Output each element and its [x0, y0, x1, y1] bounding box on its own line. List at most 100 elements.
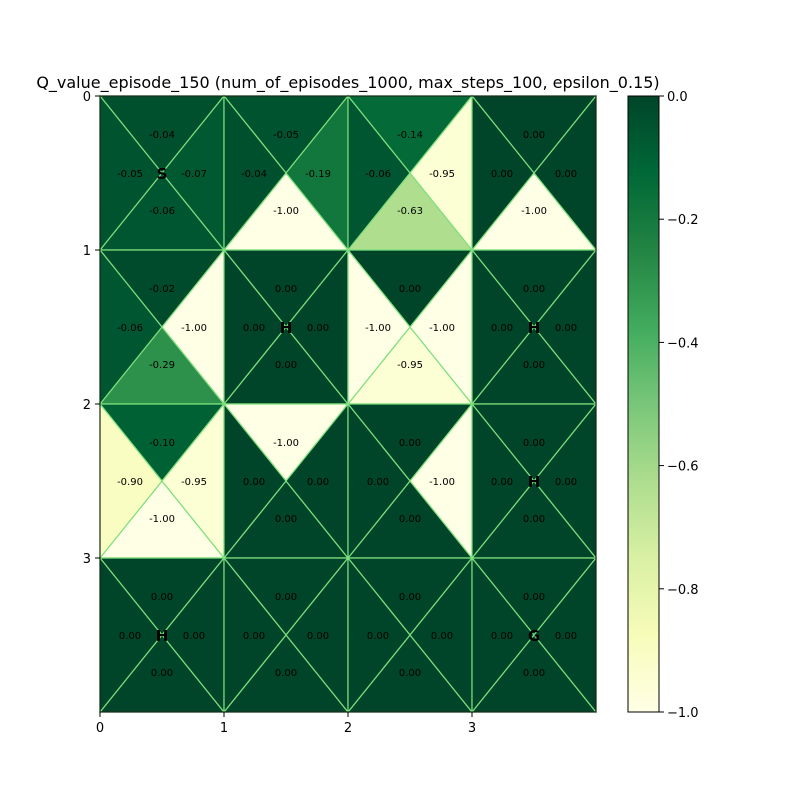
q-value-up-label: 0.00 [523, 592, 545, 603]
q-triangle-left [223, 94, 287, 252]
q-value-right-label: 0.00 [183, 631, 205, 642]
q-value-up-label: 0.00 [275, 284, 297, 295]
q-value-heatmap: -0.04 -0.06 -0.05 -0.07 S -0.05 -1.00 -0.04 -0.1… [98, 94, 598, 714]
colorbar-tick-label: −0.2 [667, 213, 699, 228]
q-value-up-label: -0.14 [397, 130, 423, 141]
q-triangle-left [471, 556, 535, 714]
colorbar-tick-label: −0.6 [667, 460, 699, 475]
q-value-left-label: -0.04 [241, 169, 267, 180]
q-value-down-label: 0.00 [399, 668, 421, 679]
q-triangle-left [223, 248, 287, 406]
grid-cell-r3-c3: 0.00 0.00 0.00 0.00 G [470, 556, 598, 714]
y-tick-label: 2 [83, 398, 91, 413]
grid-cell-r0-c1: -0.05 -1.00 -0.04 -0.19 [222, 94, 350, 252]
q-value-right-label: 0.00 [307, 631, 329, 642]
q-value-right-label: 0.00 [555, 477, 577, 488]
grid-cell-r1-c3: 0.00 0.00 0.00 0.00 H [470, 248, 598, 406]
grid-cell-r3-c0: 0.00 0.00 0.00 0.00 H [98, 556, 226, 714]
q-value-right-label: 0.00 [555, 631, 577, 642]
q-value-left-label: 0.00 [243, 477, 265, 488]
colorbar: 0.0 −0.2 −0.4 −0.6 −0.8 −1.0 [627, 90, 699, 721]
cell-marker-label: H [156, 627, 169, 645]
chart-title: Q_value_episode_150 (num_of_episodes_100… [36, 73, 659, 93]
q-value-left-label: 0.00 [491, 631, 513, 642]
x-tick-label: 2 [344, 721, 352, 736]
grid-cell-r2-c3: 0.00 0.00 0.00 0.00 H [470, 402, 598, 560]
cell-marker-label: S [157, 165, 168, 183]
grid-cell-r2-c2: 0.00 0.00 0.00 -1.00 [346, 402, 474, 560]
q-value-right-label: 0.00 [431, 631, 453, 642]
x-tick-label: 1 [220, 721, 228, 736]
q-triangle-left [471, 248, 535, 406]
q-value-right-label: -0.19 [305, 169, 331, 180]
q-value-down-label: -1.00 [521, 206, 547, 217]
cell-marker-label: H [528, 473, 541, 491]
q-value-right-label: 0.00 [307, 477, 329, 488]
q-value-down-label: 0.00 [275, 668, 297, 679]
y-tick-label: 1 [83, 244, 91, 259]
colorbar-scale [627, 95, 660, 713]
q-value-down-label: -1.00 [273, 206, 299, 217]
x-axis: 0 1 2 3 [96, 712, 476, 736]
y-axis: 0 1 2 3 [83, 90, 100, 567]
q-value-right-label: 0.00 [555, 323, 577, 334]
q-triangle-left [347, 402, 411, 560]
q-value-right-label: 0.00 [555, 169, 577, 180]
q-value-left-label: -0.90 [117, 477, 143, 488]
q-triangle-left [223, 556, 287, 714]
q-value-down-label: 0.00 [523, 514, 545, 525]
q-triangle-left [347, 248, 411, 406]
q-value-up-label: 0.00 [275, 592, 297, 603]
cell-marker-label: G [528, 627, 540, 645]
grid-cell-r2-c0: -0.10 -1.00 -0.90 -0.95 [98, 402, 226, 560]
q-value-up-label: 0.00 [399, 284, 421, 295]
q-value-left-label: -1.00 [365, 323, 391, 334]
q-value-up-label: 0.00 [523, 438, 545, 449]
q-value-right-label: 0.00 [307, 323, 329, 334]
q-value-down-label: -0.95 [397, 360, 423, 371]
q-value-left-label: 0.00 [367, 631, 389, 642]
colorbar-tick-label: −0.4 [667, 336, 699, 351]
q-value-up-label: -0.02 [149, 284, 175, 295]
q-value-down-label: 0.00 [275, 514, 297, 525]
q-value-left-label: 0.00 [119, 631, 141, 642]
q-value-up-label: -0.05 [273, 130, 299, 141]
q-value-up-label: 0.00 [523, 284, 545, 295]
q-value-left-label: -0.05 [117, 169, 143, 180]
y-tick-label: 0 [83, 90, 91, 105]
q-value-right-label: -0.95 [181, 477, 207, 488]
grid-cell-r0-c2: -0.14 -0.63 -0.06 -0.95 [346, 94, 474, 252]
q-value-up-label: 0.00 [399, 592, 421, 603]
q-value-down-label: -1.00 [149, 514, 175, 525]
q-value-down-label: 0.00 [523, 360, 545, 371]
q-value-right-label: -1.00 [181, 323, 207, 334]
q-value-down-label: -0.63 [397, 206, 423, 217]
grid-cell-r3-c1: 0.00 0.00 0.00 0.00 [222, 556, 350, 714]
cell-marker-label: H [528, 319, 541, 337]
grid-cell-r1-c0: -0.02 -0.29 -0.06 -1.00 [98, 248, 226, 406]
grid-cell-r0-c3: 0.00 -1.00 0.00 0.00 [470, 94, 598, 252]
q-value-up-label: -0.04 [149, 130, 175, 141]
q-value-right-label: -0.95 [429, 169, 455, 180]
q-value-down-label: 0.00 [275, 360, 297, 371]
q-triangle-left [347, 556, 411, 714]
q-value-right-label: -0.07 [181, 169, 207, 180]
x-tick-label: 3 [468, 721, 476, 736]
colorbar-tick-label: 0.0 [667, 90, 688, 105]
q-value-left-label: 0.00 [243, 631, 265, 642]
q-value-left-label: 0.00 [243, 323, 265, 334]
q-value-down-label: 0.00 [151, 668, 173, 679]
q-value-down-label: 0.00 [399, 514, 421, 525]
q-triangle-left [347, 94, 411, 252]
q-value-up-label: 0.00 [399, 438, 421, 449]
grid-cell-r3-c2: 0.00 0.00 0.00 0.00 [346, 556, 474, 714]
grid-cell-r1-c2: 0.00 -0.95 -1.00 -1.00 [346, 248, 474, 406]
grid-cell-r1-c1: 0.00 0.00 0.00 0.00 H [222, 248, 350, 406]
q-value-left-label: 0.00 [491, 477, 513, 488]
q-value-left-label: 0.00 [491, 169, 513, 180]
q-value-down-label: -0.29 [149, 360, 175, 371]
q-value-up-label: -0.10 [149, 438, 175, 449]
colorbar-tick-label: −1.0 [667, 706, 699, 721]
colorbar-tick-label: −0.8 [667, 583, 699, 598]
q-value-up-label: 0.00 [151, 592, 173, 603]
